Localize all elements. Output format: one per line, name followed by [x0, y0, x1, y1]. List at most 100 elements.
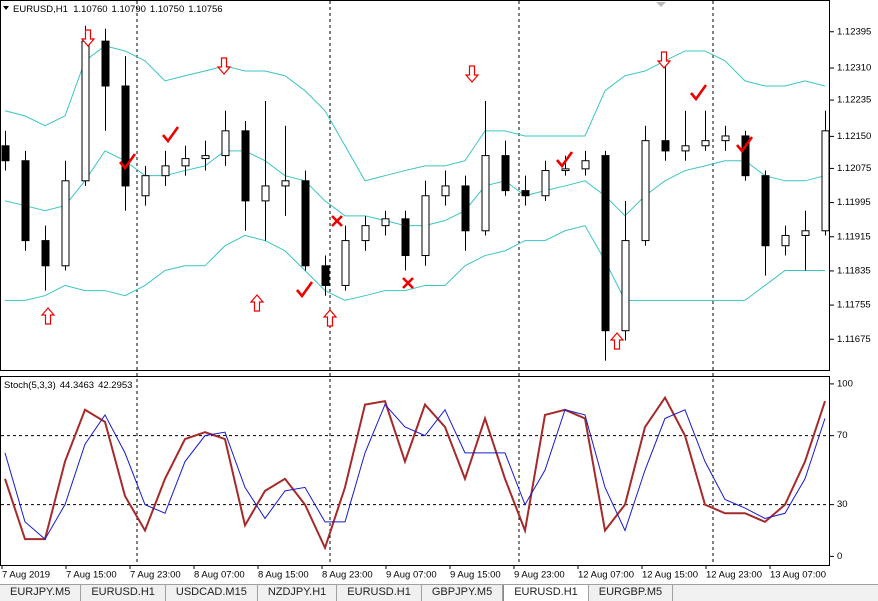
candle-body	[81, 40, 90, 182]
quote: 1.10760	[73, 4, 107, 15]
candle-body	[641, 140, 650, 242]
x-tick-label: 8 Aug 07:00	[194, 570, 245, 581]
candle-body	[261, 185, 270, 202]
tab[interactable]: EURGBP.M5	[589, 585, 674, 601]
quote: 1.10756	[188, 4, 222, 15]
tab[interactable]: NZDJPY.H1	[258, 585, 338, 601]
x-tick-label: 12 Aug 23:00	[706, 570, 762, 581]
candle-body	[501, 155, 510, 192]
candle-body	[401, 218, 410, 257]
stoch-panel	[0, 376, 830, 566]
tab[interactable]: USDCAD.M15	[166, 585, 258, 601]
candle-body	[661, 140, 670, 152]
x-tick-label: 7 Aug 23:00	[130, 570, 181, 581]
symbol: EURUSD,H1	[13, 4, 68, 15]
y-tick-label: 30	[837, 499, 848, 510]
stoch-marks	[1, 395, 829, 551]
quote: 1.10790	[112, 4, 146, 15]
candle-body	[581, 160, 590, 170]
candle-body	[441, 185, 450, 197]
candle-body	[761, 175, 770, 247]
y-tick-label: 1.11755	[837, 300, 871, 311]
candle-body	[321, 265, 330, 286]
band-lower	[5, 225, 825, 301]
candle-body	[561, 168, 570, 172]
candle-body	[21, 160, 30, 242]
y-tick-label: 0	[837, 551, 842, 562]
chart: EURUSD,H1 1.10760 1.10790 1.10750 1.10756 St…	[0, 0, 871, 581]
y-tick-label: 1.12395	[837, 26, 871, 37]
x-tick-label: 8 Aug 15:00	[258, 570, 309, 581]
candle-body	[741, 135, 750, 177]
tab[interactable]: GBPJPY.M5	[422, 585, 504, 601]
x-tick-label: 9 Aug 07:00	[386, 570, 437, 581]
tab[interactable]: EURUSD.H1	[81, 585, 166, 601]
y-tick-label: 1.11835	[837, 265, 871, 276]
candle-body	[481, 155, 490, 232]
y-tick-label: 1.12075	[837, 163, 871, 174]
candle-body	[541, 170, 550, 197]
candle-body	[241, 130, 250, 202]
day-separators	[136, 1, 714, 565]
candle-body	[161, 165, 170, 177]
candle-body	[341, 240, 350, 286]
candle-body	[721, 135, 730, 142]
band-upper	[4, 45, 826, 182]
x-tick-label: 12 Aug 15:00	[642, 570, 698, 581]
band-middle	[4, 150, 826, 227]
y-tick-label: 1.11915	[837, 231, 871, 242]
shift-marker	[656, 2, 666, 7]
candle-body	[41, 240, 50, 267]
candle-body	[1, 145, 10, 162]
y-tick-label: 1.12310	[837, 63, 871, 74]
candle-body	[521, 190, 530, 197]
candle-body	[601, 155, 610, 332]
tab[interactable]: EURJPY.M5	[0, 585, 82, 601]
candle-body	[201, 155, 210, 160]
stoch-line	[4, 403, 826, 540]
quote: 1.10750	[150, 4, 184, 15]
header: EURUSD,H1 1.10760 1.10790 1.10750 1.10756	[13, 4, 223, 15]
candle-body	[141, 175, 150, 197]
candle-body	[681, 145, 690, 152]
candle-body	[361, 225, 370, 242]
reading: 42.2953	[98, 380, 132, 391]
header-icon	[3, 6, 9, 10]
candle-body	[821, 130, 830, 232]
x-tick-label: 12 Aug 07:00	[578, 570, 634, 581]
candle-body	[301, 180, 310, 267]
candle-body	[221, 130, 230, 157]
y-tick-label: 1.12235	[837, 95, 871, 106]
y-tick-label: 1.11995	[837, 197, 871, 208]
x-tick-label: 7 Aug 15:00	[66, 570, 117, 581]
reading: 44.3463	[60, 380, 94, 391]
y-tick-label: 100	[837, 378, 853, 389]
tab[interactable]: EURUSD.H1	[503, 585, 589, 601]
x-tick-label: 7 Aug 2019	[2, 570, 50, 581]
tab-bar: EURJPY.M5 EURUSD.H1 USDCAD.M15 NZDJPY.H1 EUR…	[0, 584, 878, 601]
main-header: EURUSD,H1 1.10760 1.10790 1.10750 1.10756	[3, 4, 223, 15]
candle-body	[281, 180, 290, 187]
main-marks	[1, 25, 830, 361]
candle-body	[621, 240, 630, 332]
candle-body	[381, 218, 390, 227]
x-tick-label: 9 Aug 15:00	[450, 570, 501, 581]
x-tick-label: 8 Aug 23:00	[322, 570, 373, 581]
candle-body	[181, 158, 190, 167]
candle-body	[701, 140, 710, 147]
y-tick-label: 1.11675	[837, 334, 871, 345]
x-tick-label: 13 Aug 07:00	[770, 570, 826, 581]
candle-body	[101, 40, 110, 87]
tab[interactable]: EURUSD.H1	[337, 585, 422, 601]
indicator: Stoch(5,3,3)	[4, 380, 56, 391]
candle-body	[121, 85, 130, 187]
candle-body	[461, 185, 470, 232]
stoch-line	[4, 395, 826, 551]
stoch-header: Stoch(5,3,3) 44.3463 42.2953	[4, 380, 132, 391]
y-tick-label: 1.12150	[837, 131, 871, 142]
candle-body	[61, 180, 70, 267]
x-tick-label: 9 Aug 23:00	[514, 570, 565, 581]
y-tick-label: 70	[837, 430, 848, 441]
candle-body	[801, 230, 810, 236]
